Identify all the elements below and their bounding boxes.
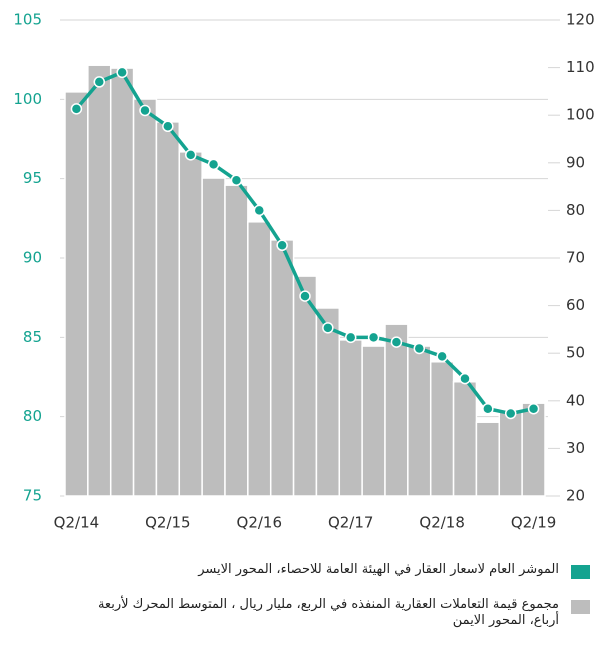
x-tick-label: Q2/18	[419, 514, 465, 532]
y-tick-label: 100	[13, 90, 42, 108]
point	[322, 322, 334, 334]
point	[207, 158, 220, 171]
x-tick-label: Q2/15	[145, 514, 191, 532]
bar	[521, 402, 546, 497]
bar	[475, 421, 501, 497]
point	[459, 372, 471, 385]
chart: 75 80 85 90 95 100 105 20 30 40 50 60 70 80 90 100 110 12…	[13, 11, 595, 532]
bar	[87, 64, 112, 497]
y-tick-label: 90	[23, 249, 42, 267]
bar	[64, 91, 89, 497]
y2-tick-label: 100	[566, 106, 595, 124]
y2-tick-label: 110	[566, 58, 595, 76]
point	[230, 174, 243, 187]
point	[504, 407, 517, 420]
legend-label: الموشر العام لاسعار العقار في الهيئة الع…	[198, 562, 559, 577]
y-tick-label: 85	[23, 328, 42, 346]
bar	[338, 339, 363, 497]
point	[116, 66, 128, 79]
point	[253, 204, 266, 217]
y-tick-label: 95	[23, 169, 42, 187]
y2-tick-label: 90	[566, 153, 585, 171]
point	[436, 350, 448, 363]
bar	[247, 221, 272, 497]
y-tick-label: 75	[23, 487, 42, 505]
x-tick-label: Q2/14	[54, 514, 100, 532]
bar	[384, 323, 409, 497]
bar	[407, 345, 432, 497]
legend-item: الموشر العام لاسعار العقار في الهيئة الع…	[30, 562, 590, 579]
bar	[269, 239, 295, 497]
bar	[224, 184, 249, 497]
y2-tick-label: 50	[566, 344, 585, 362]
y2-tick-label: 120	[566, 11, 595, 29]
point	[482, 402, 494, 415]
bar	[132, 98, 158, 497]
legend-swatch	[571, 565, 590, 579]
legend: الموشر العام لاسعار العقار في الهيئة الع…	[30, 562, 590, 647]
point	[276, 239, 288, 252]
y2-tick-label: 30	[566, 439, 585, 457]
y2-tick-label: 80	[566, 201, 585, 219]
x-tick-label: Q2/16	[237, 514, 283, 532]
point	[93, 76, 106, 88]
point	[527, 402, 540, 415]
y2-tick-label: 60	[566, 296, 585, 314]
bar	[109, 67, 135, 497]
point	[139, 104, 151, 117]
x-tick-label: Q2/17	[328, 514, 374, 532]
point	[162, 120, 174, 133]
y2-tick-label: 20	[566, 487, 585, 505]
bar	[201, 177, 226, 497]
point	[344, 331, 357, 344]
point	[184, 149, 197, 161]
point	[413, 342, 426, 355]
point	[367, 331, 380, 344]
legend-item: مجموع قيمة التعاملات العقارية المنفذه في…	[30, 597, 590, 629]
point	[390, 336, 403, 348]
bar	[498, 409, 523, 497]
bar	[178, 151, 203, 497]
point	[70, 103, 83, 115]
bar	[452, 381, 478, 497]
bar	[429, 361, 455, 497]
legend-swatch	[571, 600, 590, 614]
legend-label: مجموع قيمة التعاملات العقارية المنفذه في…	[97, 597, 559, 628]
y-tick-label: 105	[13, 11, 42, 29]
point	[299, 290, 311, 302]
y-tick-label: 80	[23, 407, 42, 425]
y2-tick-label: 40	[566, 391, 585, 409]
x-tick-label: Q2/19	[511, 514, 557, 532]
bar	[315, 307, 341, 497]
bar	[155, 121, 181, 497]
bar	[361, 345, 386, 497]
y2-tick-label: 70	[566, 249, 585, 267]
